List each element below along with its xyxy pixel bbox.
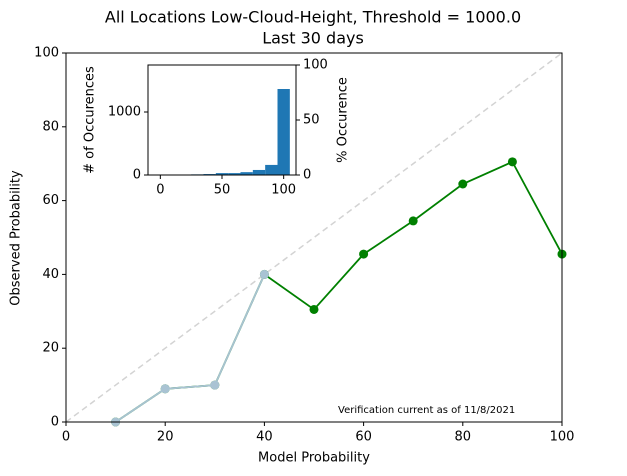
y-tick-label: 80 bbox=[42, 119, 59, 134]
x-tick-label: 100 bbox=[271, 183, 296, 198]
reference-diagonal bbox=[65, 52, 563, 423]
y-tick-label: 20 bbox=[42, 341, 59, 356]
x-axis-label: Model Probability bbox=[258, 451, 370, 466]
inset-y-axis-label: # of Occurences bbox=[83, 66, 98, 174]
y-tick-label: 0 bbox=[133, 168, 141, 183]
y-tick-label: 40 bbox=[42, 267, 59, 282]
axes-frame bbox=[65, 52, 563, 423]
chart-subtitle: Last 30 days bbox=[262, 29, 364, 48]
point bbox=[458, 179, 468, 189]
x-tick-label: 0 bbox=[62, 430, 70, 445]
point bbox=[259, 269, 269, 279]
histogram-bar bbox=[215, 173, 229, 175]
chart-title: All Locations Low-Cloud-Height, Threshol… bbox=[105, 8, 521, 27]
point bbox=[408, 216, 418, 226]
histogram-bar bbox=[265, 164, 278, 175]
point bbox=[160, 384, 170, 394]
y-axis-label: Observed Probability bbox=[9, 170, 24, 306]
x-tick-label: 50 bbox=[214, 183, 231, 198]
histogram-bar bbox=[252, 169, 266, 175]
x-tick-label: 20 bbox=[157, 430, 174, 445]
y2-tick-label: 100 bbox=[303, 58, 328, 73]
x-tick-label: 60 bbox=[355, 430, 372, 445]
x-tick-label: 100 bbox=[550, 430, 575, 445]
point bbox=[507, 157, 517, 167]
point bbox=[309, 304, 319, 314]
point bbox=[210, 380, 220, 390]
histogram-bar bbox=[228, 173, 241, 175]
histogram-bar bbox=[277, 89, 290, 175]
y2-tick-label: 50 bbox=[303, 113, 320, 128]
inset-y2-axis-label: % Occurence bbox=[336, 77, 351, 163]
y-tick-label: 0 bbox=[51, 415, 59, 430]
y-tick-label: 100 bbox=[34, 46, 59, 61]
x-tick-label: 0 bbox=[156, 183, 164, 198]
point bbox=[359, 249, 369, 259]
x-tick-label: 40 bbox=[256, 430, 273, 445]
y2-tick-label: 0 bbox=[303, 168, 311, 183]
annotation: Verification current as of 11/8/2021 bbox=[338, 405, 515, 416]
x-tick-label: 80 bbox=[455, 430, 472, 445]
y-tick-label: 60 bbox=[42, 193, 59, 208]
y-tick-label: 1000 bbox=[108, 104, 141, 119]
histogram-bar bbox=[240, 172, 253, 175]
series-line bbox=[115, 274, 266, 423]
